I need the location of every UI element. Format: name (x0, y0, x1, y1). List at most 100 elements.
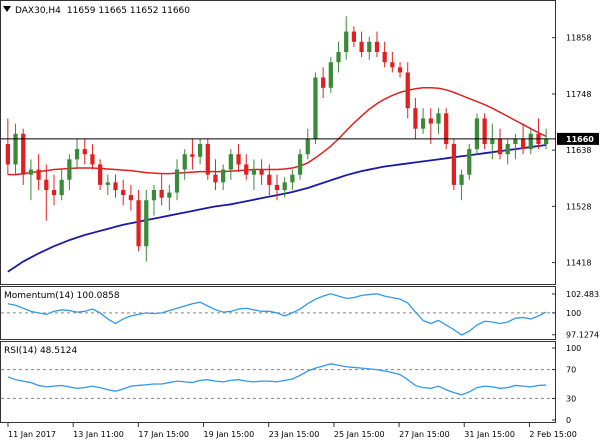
candle (390, 52, 395, 73)
candle-body (397, 67, 403, 73)
candle (321, 67, 326, 98)
candle (44, 164, 49, 221)
candle (151, 184, 157, 216)
candle (159, 174, 164, 206)
y-tick-label: 0 (566, 416, 571, 425)
candle (536, 118, 541, 150)
y-tick-label: 11748 (566, 90, 591, 99)
candle (197, 138, 203, 165)
candle (313, 72, 318, 144)
candle-body (528, 133, 533, 150)
candle (467, 144, 472, 180)
candle-body (428, 118, 433, 124)
candle (436, 108, 441, 134)
candle (174, 159, 180, 201)
candle (21, 128, 26, 185)
x-tick-label: 17 Jan 15:00 (138, 430, 189, 439)
candle (359, 31, 364, 58)
momentum-title: Momentum(14) 100.0858 (4, 291, 120, 301)
x-tick-label: 31 Jan 15:00 (464, 430, 515, 439)
x-tick-label: 13 Jan 11:00 (73, 430, 124, 439)
candle-body (59, 179, 64, 196)
candle (405, 62, 410, 119)
candle-body (520, 138, 526, 150)
y-tick-label: 70 (566, 366, 576, 375)
candle-body (251, 169, 257, 175)
candle (259, 159, 264, 185)
candle (482, 113, 487, 150)
candle (28, 159, 34, 201)
candle-body (236, 154, 241, 165)
momentum-line (7, 293, 547, 336)
candle (505, 138, 510, 165)
candle-body (436, 113, 441, 124)
candle-body (382, 52, 387, 63)
x-tick-label: 25 Jan 15:00 (334, 430, 385, 439)
candle (367, 36, 372, 60)
candle-body (444, 113, 449, 144)
sma-blue-line (7, 144, 547, 273)
main-y-axis: 114181152811638117481185811913 (552, 34, 591, 268)
candle-body (182, 154, 187, 170)
candle-body (490, 138, 495, 144)
rsi-line (7, 363, 547, 396)
candle-body (505, 144, 510, 155)
candle (244, 154, 249, 180)
candle (82, 138, 87, 165)
candle (251, 159, 257, 190)
triangle-down-icon[interactable] (3, 6, 11, 12)
chart-title: DAX30,H4 11659 11665 11652 11660 (15, 6, 190, 16)
candle-body (197, 144, 203, 157)
candle-body (321, 77, 326, 88)
candle-body (359, 41, 364, 52)
y-tick-label: 30 (566, 394, 576, 403)
candle (136, 190, 141, 252)
candle-body (459, 174, 464, 185)
candle-body (244, 164, 249, 175)
candle (167, 184, 172, 211)
candle (228, 149, 233, 180)
candle-body (328, 62, 333, 88)
candle (344, 16, 349, 60)
candle (221, 164, 226, 190)
candle-body (390, 62, 395, 68)
candle-body (174, 169, 180, 193)
candle-body (351, 31, 357, 42)
candle-body (128, 195, 134, 201)
x-tick-label: 19 Jan 15:00 (204, 430, 255, 439)
candle (128, 184, 134, 211)
candle (74, 138, 80, 170)
rsi-panel-frame (0, 341, 556, 423)
y-tick-label: 100 (566, 309, 581, 318)
candle-body (344, 31, 349, 52)
candle (290, 169, 295, 190)
y-tick-label: 11638 (566, 146, 591, 155)
x-axis: 11 Jan 2017 13 Jan 11:00 17 Jan 15:00 19 Ja… (7, 422, 577, 439)
candle-body (159, 190, 164, 198)
candle-body (190, 154, 195, 157)
candle-body (74, 149, 80, 160)
candle (382, 41, 387, 68)
candle (459, 169, 464, 201)
candle (474, 113, 480, 155)
candle-body (497, 138, 503, 155)
candle-body (28, 169, 34, 175)
candle-body (113, 182, 118, 190)
candle (374, 31, 380, 58)
sma-red-line (7, 87, 547, 176)
candle (105, 174, 110, 196)
candle-body (282, 182, 287, 190)
candle-body (98, 164, 103, 185)
candle (305, 128, 310, 160)
candle (428, 108, 433, 144)
candle (336, 41, 341, 73)
candle-body (228, 154, 233, 170)
candle (513, 133, 518, 160)
candle-body (105, 182, 110, 185)
candle-body (13, 133, 18, 165)
candle-body (151, 190, 157, 201)
candle (36, 154, 41, 190)
candle-body (167, 192, 172, 198)
candle-body (513, 138, 518, 144)
x-tick-label: 11 Jan 2017 (8, 430, 56, 439)
